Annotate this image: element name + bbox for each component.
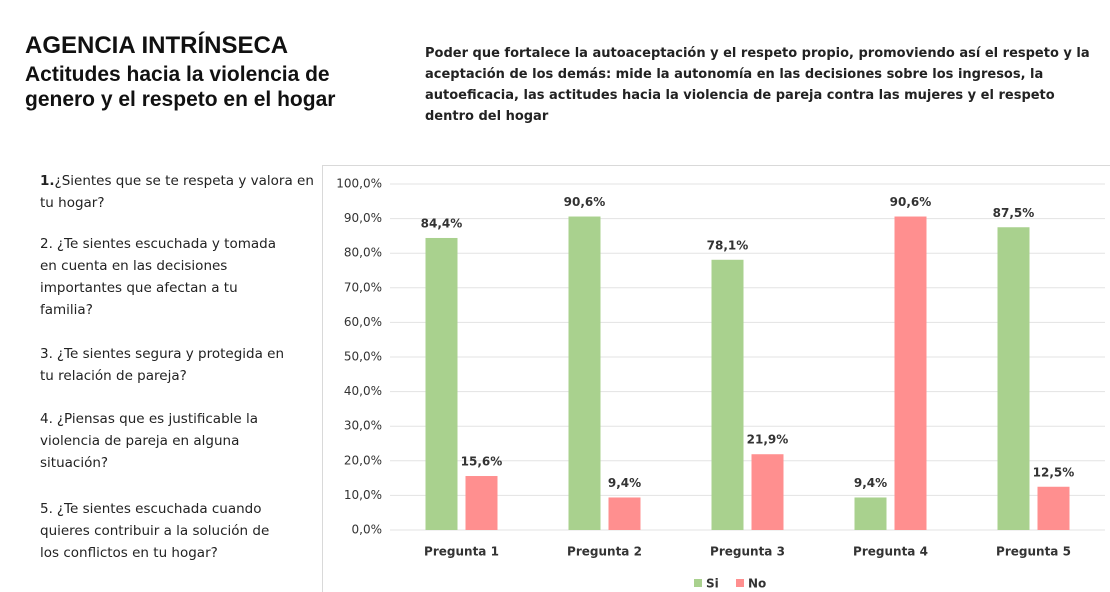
question-number: 4. xyxy=(40,411,53,427)
y-tick-label: 20,0% xyxy=(344,453,382,467)
question: 4. ¿Piensas que es justificable la violen… xyxy=(40,408,270,474)
question-text: ¿Sientes que se te respeta y valora en t… xyxy=(40,173,314,211)
value-label: 15,6% xyxy=(461,455,503,469)
bar xyxy=(854,497,887,530)
value-label: 9,4% xyxy=(608,476,641,490)
bar xyxy=(608,497,641,530)
legend-swatch xyxy=(694,579,702,587)
question: 1.¿Sientes que se te respeta y valora en… xyxy=(40,170,320,214)
question-text: ¿Te sientes escuchada cuando quieres con… xyxy=(40,501,270,561)
chart: 0,0% 10,0% 20,0% 30,0% 40,0% 50,0% 60,0% 70,0% 8… xyxy=(322,165,1110,592)
description: Poder que fortalece la autoaceptación y … xyxy=(425,46,1090,124)
y-tick-label: 50,0% xyxy=(344,350,382,364)
value-label: 21,9% xyxy=(747,433,789,447)
value-label: 9,4% xyxy=(854,476,887,490)
question-text: ¿Piensas que es justificable la violenci… xyxy=(40,411,259,471)
x-tick-label: Pregunta 5 xyxy=(996,545,1071,559)
value-label: 78,1% xyxy=(707,238,749,252)
question: 5. ¿Te sientes escuchada cuando quieres c… xyxy=(40,498,280,564)
question-number: 2. xyxy=(40,236,53,252)
bar xyxy=(1037,486,1070,530)
bar xyxy=(568,216,601,531)
y-tick-label: 40,0% xyxy=(344,384,382,398)
y-tick-label: 0,0% xyxy=(352,523,383,537)
bar xyxy=(894,216,927,531)
question: 3. ¿Te sientes segura y protegida en tu r… xyxy=(40,343,295,387)
value-label: 90,6% xyxy=(890,195,932,209)
x-tick-label: Pregunta 4 xyxy=(853,545,928,559)
question-text: ¿Te sientes segura y protegida en tu rel… xyxy=(40,346,285,384)
x-tick-label: Pregunta 1 xyxy=(424,545,499,559)
y-tick-label: 10,0% xyxy=(344,488,382,502)
title: AGENCIA INTRÍNSECA xyxy=(25,32,289,59)
legend-label: No xyxy=(748,577,766,591)
y-tick-label: 60,0% xyxy=(344,315,382,329)
y-tick-label: 90,0% xyxy=(344,211,382,225)
value-label: 12,5% xyxy=(1033,465,1075,479)
value-label: 84,4% xyxy=(421,216,463,230)
bar xyxy=(997,227,1030,530)
bar xyxy=(425,237,458,530)
y-tick-label: 30,0% xyxy=(344,419,382,433)
value-label: 87,5% xyxy=(993,206,1035,220)
bar xyxy=(465,476,498,530)
value-label: 90,6% xyxy=(564,195,606,209)
question: 2. ¿Te sientes escuchada y tomada en cuen… xyxy=(40,233,280,321)
legend-label: Si xyxy=(706,577,719,591)
y-tick-label: 80,0% xyxy=(344,246,382,260)
question-number: 3. xyxy=(40,346,53,362)
subtitle: Actitudes hacia la violencia de genero y… xyxy=(25,63,336,111)
legend-swatch xyxy=(736,579,744,587)
y-tick-label: 70,0% xyxy=(344,280,382,294)
bar xyxy=(751,454,784,530)
question-number: 1. xyxy=(40,173,55,189)
bar xyxy=(711,259,744,530)
question-number: 5. xyxy=(40,501,53,517)
y-tick-label: 100,0% xyxy=(336,177,382,191)
x-tick-label: Pregunta 3 xyxy=(710,545,785,559)
x-tick-label: Pregunta 2 xyxy=(567,545,642,559)
question-text: ¿Te sientes escuchada y tomada en cuenta… xyxy=(40,236,276,318)
